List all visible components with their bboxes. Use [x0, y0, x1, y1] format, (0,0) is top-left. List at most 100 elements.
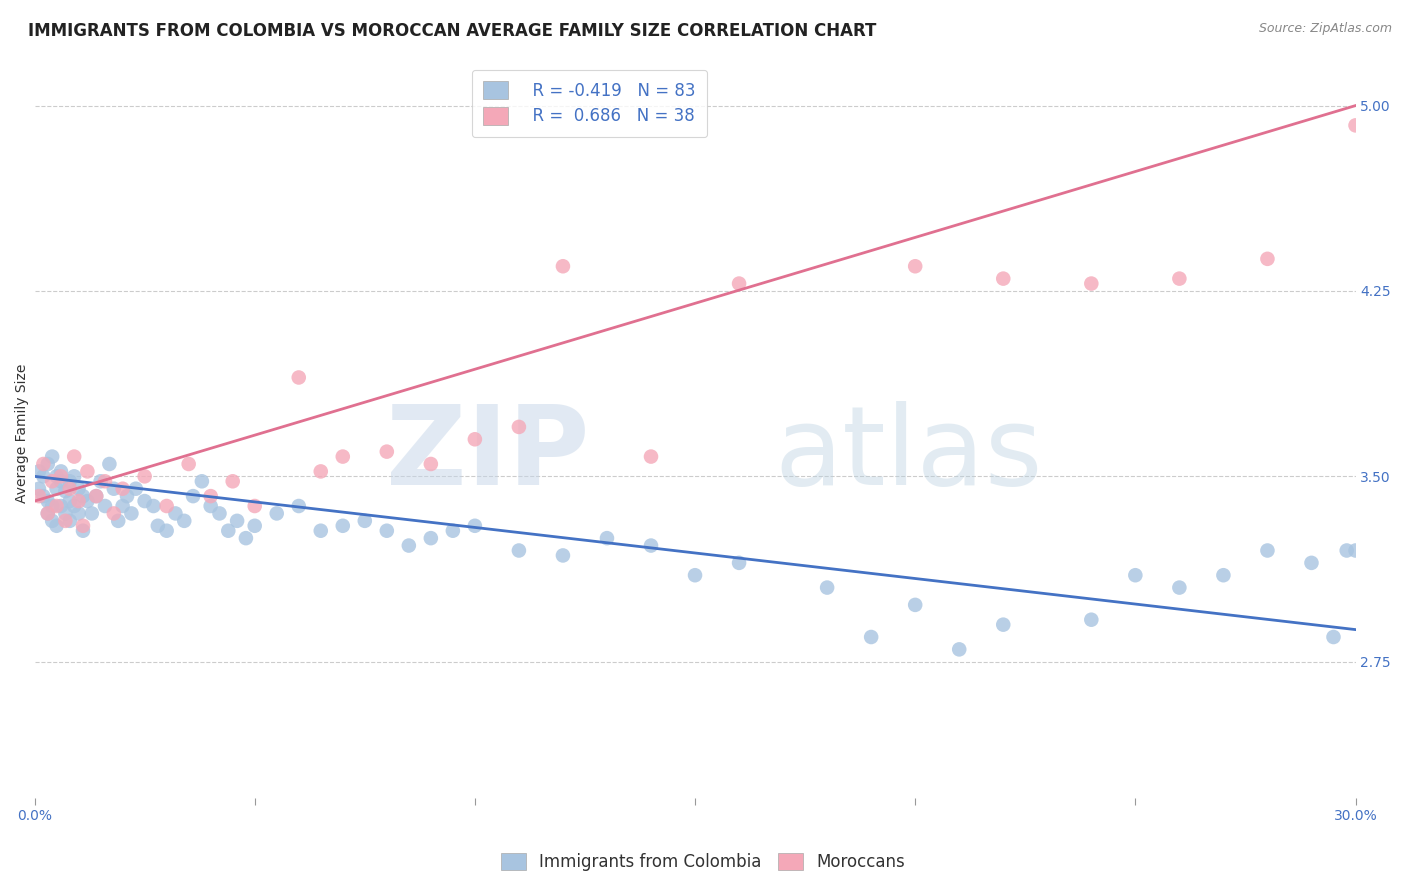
Point [53, 484, 76, 499]
Point [111, 499, 134, 513]
Point [49, 499, 72, 513]
Point [59, 494, 82, 508]
Point [860, 630, 883, 644]
Point [332, 518, 354, 533]
Point [375, 444, 398, 458]
Text: Source: ZipAtlas.com: Source: ZipAtlas.com [1258, 22, 1392, 36]
Point [683, 568, 706, 582]
Point [98, 457, 121, 471]
Point [142, 499, 165, 513]
Point [287, 499, 309, 513]
Point [208, 507, 231, 521]
Point [156, 499, 179, 513]
Point [72, 524, 94, 538]
Point [904, 259, 927, 273]
Y-axis label: Average Family Size: Average Family Size [15, 363, 30, 503]
Point [67, 507, 90, 521]
Point [37, 457, 59, 471]
Point [45, 469, 67, 483]
Point [464, 518, 486, 533]
Point [375, 524, 398, 538]
Point [59, 514, 82, 528]
Point [1168, 581, 1191, 595]
Point [28, 489, 51, 503]
Point [441, 524, 464, 538]
Point [49, 469, 72, 483]
Point [551, 549, 574, 563]
Point [200, 489, 222, 503]
Point [59, 475, 82, 489]
Point [45, 518, 67, 533]
Point [728, 277, 751, 291]
Point [76, 464, 98, 478]
Point [37, 494, 59, 508]
Point [419, 531, 441, 545]
Point [200, 499, 222, 513]
Point [243, 499, 266, 513]
Point [84, 489, 107, 503]
Point [1080, 277, 1102, 291]
Point [904, 598, 927, 612]
Point [266, 507, 288, 521]
Point [53, 514, 76, 528]
Point [948, 642, 970, 657]
Point [728, 556, 751, 570]
Point [32, 469, 55, 483]
Point [84, 489, 107, 503]
Legend: Immigrants from Colombia, Moroccans: Immigrants from Colombia, Moroccans [492, 845, 914, 880]
Point [41, 514, 63, 528]
Point [1344, 119, 1367, 133]
Point [63, 499, 86, 513]
Point [165, 507, 187, 521]
Point [45, 499, 67, 513]
Point [67, 482, 90, 496]
Point [815, 581, 838, 595]
Point [63, 469, 86, 483]
Point [111, 482, 134, 496]
Point [1256, 252, 1278, 266]
Point [45, 482, 67, 496]
Point [49, 475, 72, 489]
Text: ZIP: ZIP [387, 401, 589, 508]
Point [80, 507, 103, 521]
Point [32, 457, 55, 471]
Point [332, 450, 354, 464]
Point [1125, 568, 1147, 582]
Point [156, 524, 179, 538]
Point [640, 539, 662, 553]
Point [1344, 543, 1367, 558]
Point [72, 489, 94, 503]
Point [146, 518, 169, 533]
Point [222, 475, 245, 489]
Point [551, 259, 574, 273]
Point [243, 518, 266, 533]
Point [115, 489, 138, 503]
Text: IMMIGRANTS FROM COLOMBIA VS MOROCCAN AVERAGE FAMILY SIZE CORRELATION CHART: IMMIGRANTS FROM COLOMBIA VS MOROCCAN AVE… [28, 22, 876, 40]
Point [993, 271, 1015, 285]
Point [32, 489, 55, 503]
Point [28, 482, 51, 496]
Point [28, 464, 51, 478]
Point [125, 482, 148, 496]
Point [67, 494, 90, 508]
Point [508, 420, 530, 434]
Point [1256, 543, 1278, 558]
Legend:   R = -0.419   N = 83,   R =  0.686   N = 38: R = -0.419 N = 83, R = 0.686 N = 38 [472, 70, 707, 136]
Point [419, 457, 441, 471]
Point [103, 507, 125, 521]
Point [53, 507, 76, 521]
Point [134, 494, 156, 508]
Point [1168, 271, 1191, 285]
Point [49, 464, 72, 478]
Point [37, 507, 59, 521]
Point [37, 507, 59, 521]
Point [181, 489, 204, 503]
Point [63, 450, 86, 464]
Point [226, 514, 249, 528]
Point [1336, 543, 1358, 558]
Point [120, 507, 142, 521]
Text: atlas: atlas [775, 401, 1043, 508]
Point [235, 531, 257, 545]
Point [464, 432, 486, 446]
Point [103, 482, 125, 496]
